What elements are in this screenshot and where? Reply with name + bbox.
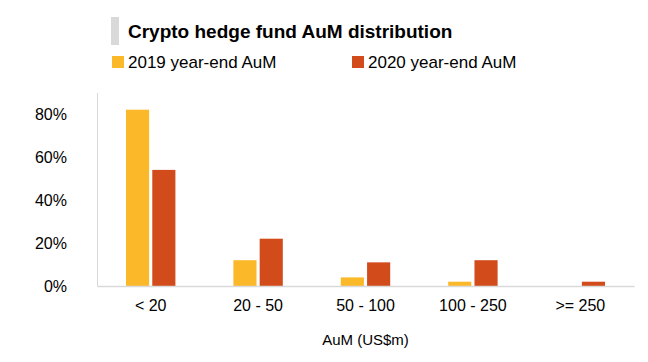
legend-swatch <box>112 56 124 68</box>
x-tick-label: 20 - 50 <box>233 297 283 314</box>
legend-label: 2020 year-end AuM <box>368 53 516 72</box>
y-tick: 80% <box>35 106 97 123</box>
x-tick: 20 - 50 <box>233 297 283 314</box>
y-tick: 20% <box>35 235 97 252</box>
y-axis: 0% 20% 40% 60% 80% <box>35 93 98 295</box>
y-tick-label: 0% <box>44 278 67 295</box>
y-tick-label: 80% <box>35 106 67 123</box>
bars <box>126 110 605 286</box>
y-tick: 0% <box>44 278 97 295</box>
legend-label: 2019 year-end AuM <box>128 53 276 72</box>
x-tick: 100 - 250 <box>439 297 507 314</box>
bar <box>448 282 471 286</box>
bar <box>341 277 364 286</box>
x-axis-line <box>98 286 635 288</box>
x-tick-label: 100 - 250 <box>439 297 507 314</box>
y-tick-label: 20% <box>35 235 67 252</box>
bar <box>126 110 149 286</box>
chart: Crypto hedge fund AuM distribution 2019 y… <box>0 0 648 362</box>
x-tick-label: < 20 <box>135 297 167 314</box>
y-tick: 40% <box>35 192 97 209</box>
x-tick: < 20 <box>135 297 167 314</box>
title: Crypto hedge fund AuM distribution <box>128 21 452 42</box>
y-tick-label: 40% <box>35 192 67 209</box>
x-axis: < 20 20 - 50 50 - 100 100 - 250 >= 250 <box>98 287 635 315</box>
x-tick-label: 50 - 100 <box>336 297 395 314</box>
x-tick-label: >= 250 <box>555 297 605 314</box>
plot: 0% 20% 40% 60% 80% < 20 20 - 50 50 - 100 100 - 2… <box>35 93 635 314</box>
x-tick: 50 - 100 <box>336 297 395 314</box>
bar <box>233 260 256 286</box>
x-tick: >= 250 <box>555 297 605 314</box>
title-marker <box>111 17 119 45</box>
y-tick: 60% <box>35 149 97 166</box>
legend-swatch <box>352 56 364 68</box>
x-axis-title: AuM (US$m) <box>322 331 409 348</box>
y-axis-line <box>97 93 98 287</box>
bar <box>582 282 605 286</box>
bar <box>260 239 283 286</box>
bar <box>152 170 175 286</box>
y-tick-label: 60% <box>35 149 67 166</box>
bar <box>367 262 390 286</box>
bar <box>474 260 497 286</box>
